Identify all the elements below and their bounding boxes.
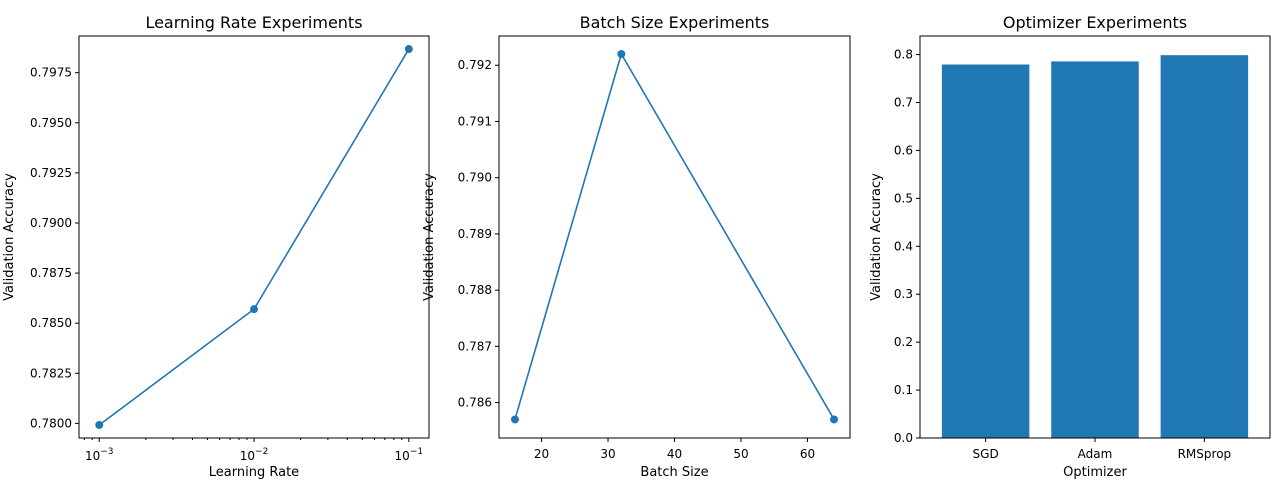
chart-1: Learning Rate Experiments 0.7800 0.7825 0.7… bbox=[2, 13, 430, 480]
y-tick-label: 0.790 bbox=[458, 171, 492, 185]
x-tick-label: 10−1 bbox=[395, 447, 424, 463]
y-tick-label: 0.7875 bbox=[30, 266, 72, 280]
chart-2: Batch Size Experiments 0.786 0.787 0.788 0.7… bbox=[422, 13, 851, 480]
data-point bbox=[830, 415, 839, 424]
y-tick-label: 0.4 bbox=[894, 239, 913, 253]
y-tick-label: 0.8 bbox=[894, 48, 913, 62]
chart-title: Optimizer Experiments bbox=[1003, 13, 1187, 32]
y-axis-label: Validation Accuracy bbox=[869, 173, 884, 301]
y-tick-label: 0.7850 bbox=[30, 316, 72, 330]
y-tick-label: 0.3 bbox=[894, 287, 913, 301]
x-axis-label: Learning Rate bbox=[209, 465, 299, 480]
y-tick-label: 0.7925 bbox=[30, 166, 72, 180]
chart-title: Batch Size Experiments bbox=[580, 13, 770, 32]
series-line bbox=[98, 48, 410, 426]
y-tick-label: 0.7950 bbox=[30, 116, 72, 130]
x-tick-label: RMSprop bbox=[1178, 447, 1232, 461]
series-line bbox=[514, 51, 835, 420]
y-tick-label: 0.788 bbox=[458, 283, 492, 297]
axes-frame bbox=[498, 35, 851, 439]
y-axis-label: Validation Accuracy bbox=[422, 173, 437, 301]
data-point bbox=[250, 305, 259, 314]
y-tick-label: 0.7800 bbox=[30, 416, 72, 430]
y-tick-label: 0.2 bbox=[894, 335, 913, 349]
bar-sgd bbox=[941, 64, 1030, 438]
data-point bbox=[404, 45, 413, 54]
x-tick-exponent: −3 bbox=[100, 447, 113, 457]
y-tick-label: 0.789 bbox=[458, 227, 492, 241]
chart-title: Learning Rate Experiments bbox=[145, 13, 362, 32]
axes-frame bbox=[78, 35, 430, 439]
y-tick-label: 0.0 bbox=[894, 431, 913, 445]
y-tick-label: 0.7825 bbox=[30, 366, 72, 380]
bar-adam bbox=[1051, 61, 1139, 439]
data-point bbox=[617, 49, 626, 58]
x-axis-label: Batch Size bbox=[640, 465, 708, 480]
data-point bbox=[510, 415, 519, 424]
x-tick-label: Adam bbox=[1078, 447, 1113, 461]
y-tick-label: 0.791 bbox=[458, 114, 492, 128]
x-tick-exponent: −1 bbox=[410, 447, 423, 457]
x-tick-label: 50 bbox=[733, 447, 748, 461]
x-tick-label: 40 bbox=[667, 447, 682, 461]
x-tick-label: 10−2 bbox=[240, 447, 269, 463]
y-tick-label: 0.5 bbox=[894, 191, 913, 205]
chart-3: Optimizer Experiments 0.0 0.1 0.2 0.3 0.4 0.5 0… bbox=[869, 13, 1271, 480]
y-tick-label: 0.787 bbox=[458, 339, 492, 353]
y-tick-label: 0.6 bbox=[894, 143, 913, 157]
x-tick-label: SGD bbox=[973, 447, 999, 461]
y-tick-label: 0.786 bbox=[458, 396, 492, 410]
y-tick-label: 0.7900 bbox=[30, 216, 72, 230]
y-tick-label: 0.1 bbox=[894, 383, 913, 397]
y-tick-label: 0.792 bbox=[458, 58, 492, 72]
x-tick-label: 10−3 bbox=[85, 447, 114, 463]
bar-rmsprop bbox=[1160, 55, 1249, 439]
x-tick-label: 60 bbox=[800, 447, 815, 461]
x-tick-label: 20 bbox=[534, 447, 549, 461]
x-axis-label: Optimizer bbox=[1063, 465, 1127, 480]
x-tick-base: 10 bbox=[240, 449, 255, 463]
data-point bbox=[95, 420, 104, 429]
y-tick-label: 0.7 bbox=[894, 95, 913, 109]
y-axis-label: Validation Accuracy bbox=[2, 173, 17, 301]
y-tick-label: 0.7975 bbox=[30, 66, 72, 80]
x-tick-exponent: −2 bbox=[255, 447, 268, 457]
x-tick-base: 10 bbox=[85, 449, 100, 463]
x-tick-base: 10 bbox=[395, 449, 410, 463]
x-tick-label: 30 bbox=[600, 447, 615, 461]
